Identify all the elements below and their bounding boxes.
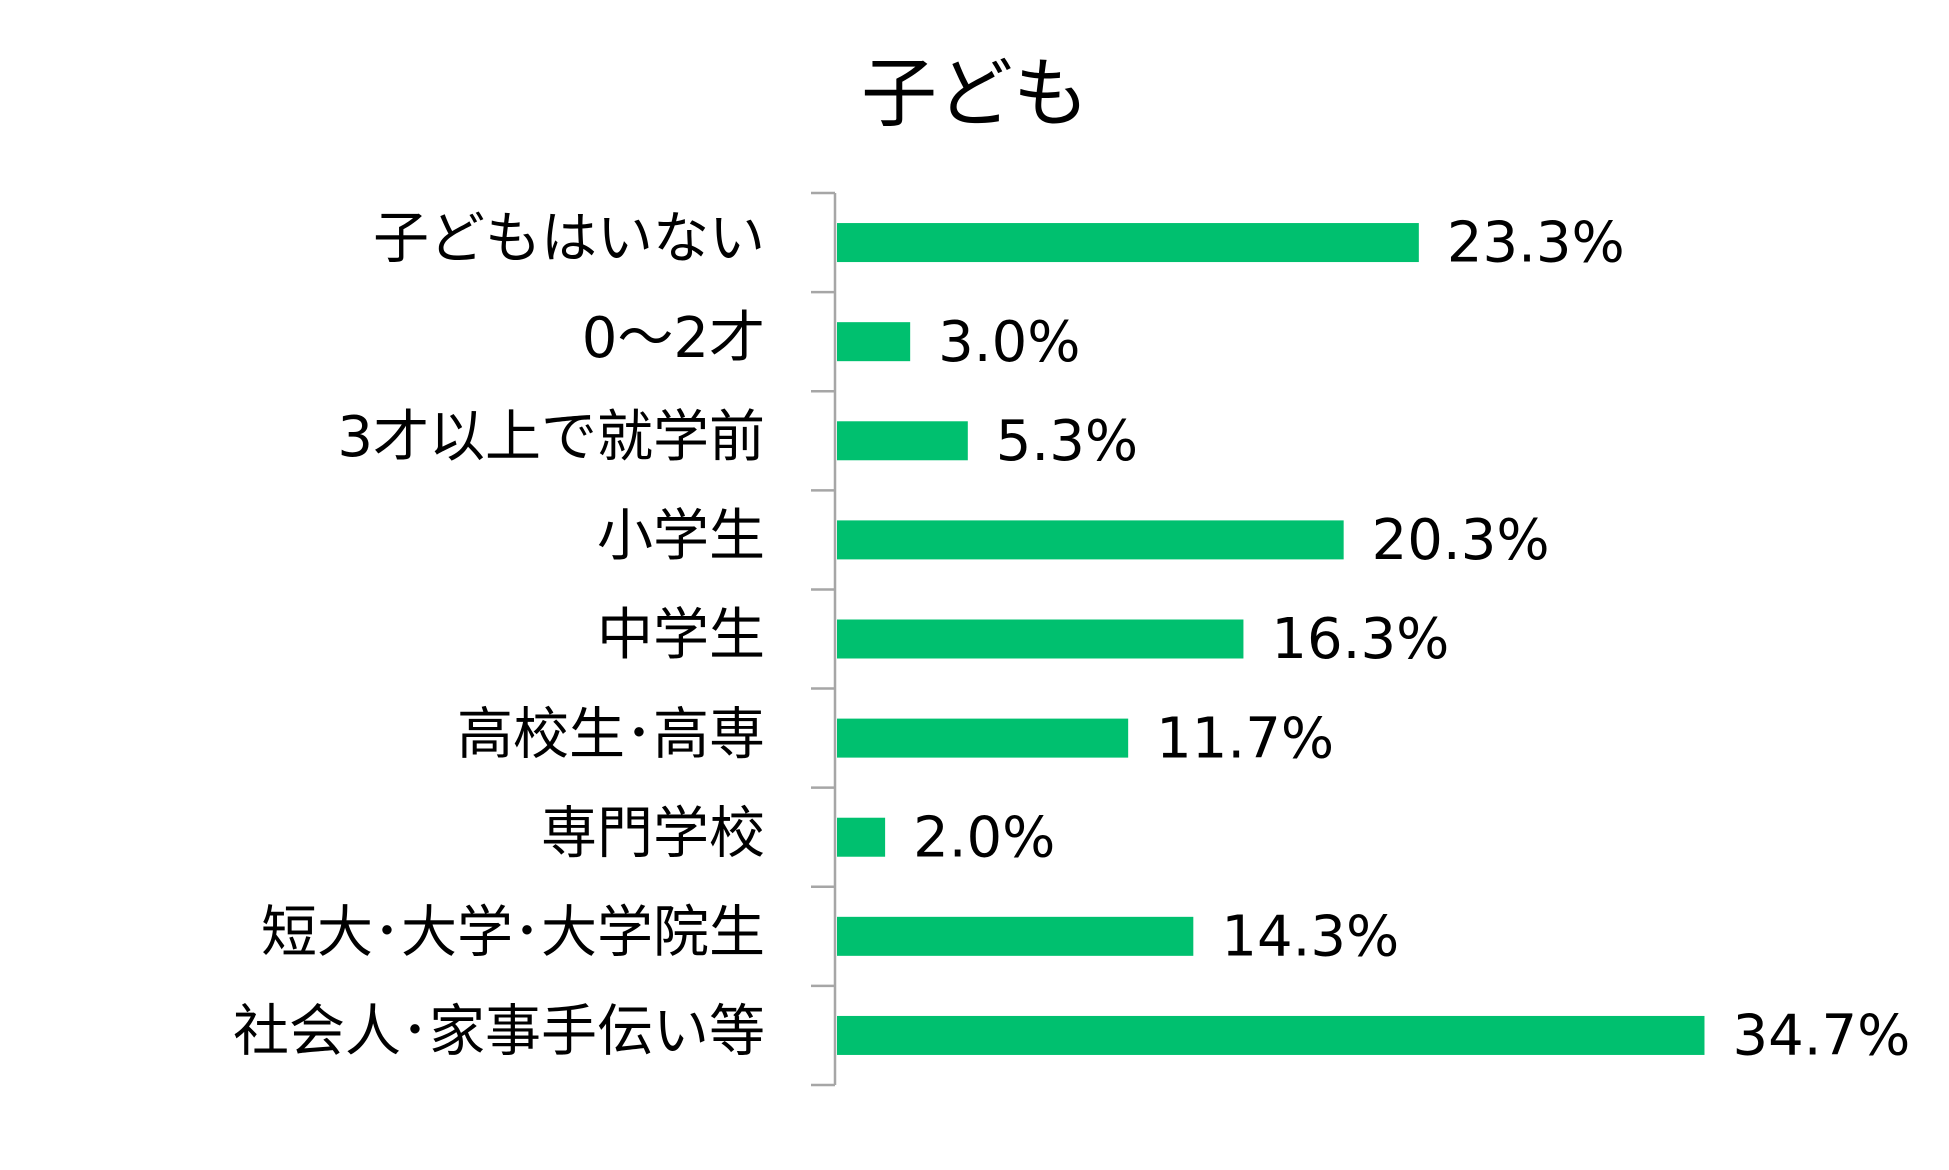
category-label: 0～2才 [582, 306, 765, 371]
y-axis [811, 191, 837, 1087]
category-labels-group: 子どもはいない 0～2才 3才以上で就学前小学生中学生高校生･高専専門学校短大･大学… [233, 207, 765, 1065]
value-labels-group: 23.3% 3.0% 5.3% 20.3% 16.3% 11.7% 2.0% 14.3% 34.… [913, 211, 1910, 1069]
data-label: 11.7% [1156, 706, 1334, 771]
category-label: 小学生 [597, 504, 765, 569]
data-label: 16.3% [1271, 607, 1449, 672]
bars-group [837, 223, 1705, 1055]
data-label: 20.3% [1372, 508, 1550, 573]
bar [837, 1015, 1705, 1055]
category-label: 中学生 [597, 603, 765, 668]
data-label: 5.3% [996, 409, 1138, 474]
data-label: 23.3% [1447, 211, 1625, 276]
data-label: 3.0% [938, 310, 1080, 375]
bar [837, 223, 1419, 263]
bar [837, 718, 1129, 758]
bar [837, 520, 1344, 560]
bar [837, 916, 1194, 956]
category-label: 高校生･高専 [457, 702, 765, 767]
chart-title: 子ども [861, 49, 1089, 138]
bar [837, 421, 968, 461]
category-label: 短大･大学･大学院生 [261, 900, 765, 965]
category-label: 専門学校 [541, 801, 765, 866]
category-label: 3才以上で就学前 [337, 405, 765, 470]
data-label: 2.0% [913, 805, 1055, 870]
category-label: 社会人･家事手伝い等 [233, 1000, 765, 1065]
data-label: 14.3% [1221, 904, 1399, 969]
data-label: 34.7% [1732, 1004, 1910, 1069]
bar [837, 619, 1244, 659]
category-label: 子どもはいない [373, 207, 765, 272]
bar [837, 322, 911, 362]
bar [837, 817, 886, 857]
